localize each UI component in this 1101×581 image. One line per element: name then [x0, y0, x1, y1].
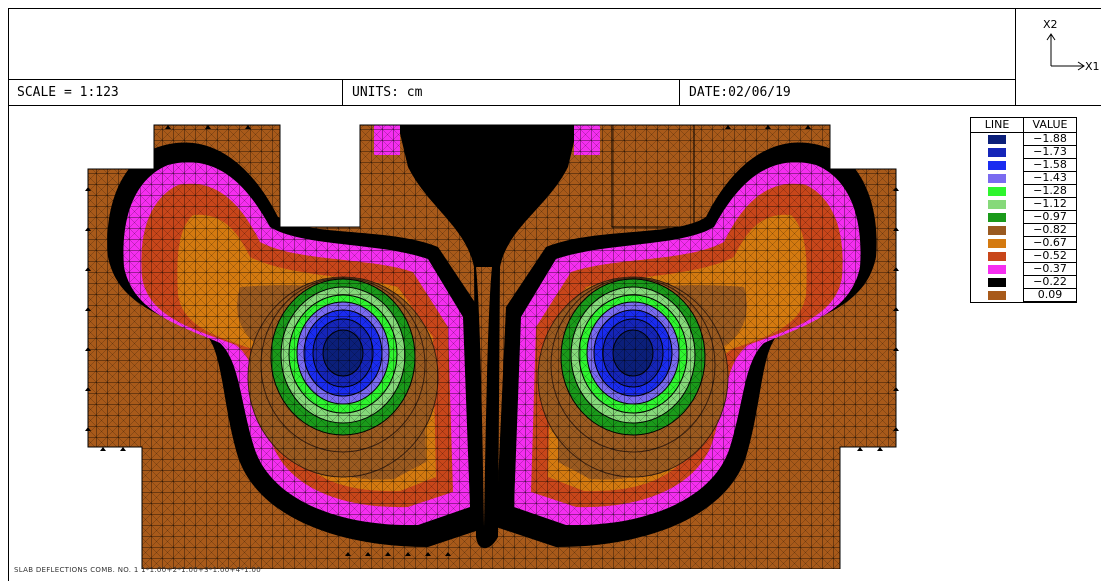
slab-deflection-contour-plot — [85, 124, 899, 569]
axis-indicator: X2 X1 — [1016, 8, 1101, 80]
legend-row: 0.09 — [971, 288, 1076, 302]
legend-swatch — [988, 251, 1006, 261]
legend-row: −0.67 — [971, 236, 1076, 250]
legend-value: −1.58 — [1023, 158, 1076, 172]
legend-swatch-cell — [971, 249, 1024, 263]
legend-swatch — [988, 147, 1006, 157]
legend-swatch-cell — [971, 236, 1024, 250]
axis-y-label: X2 — [1043, 18, 1058, 31]
legend-row: −1.88 — [971, 132, 1076, 146]
title-block — [8, 8, 1016, 80]
legend-row: −0.52 — [971, 249, 1076, 263]
legend-value: −0.97 — [1023, 210, 1076, 224]
slab-contours — [88, 125, 896, 569]
legend-row: −1.28 — [971, 184, 1076, 198]
legend-swatch — [988, 173, 1006, 183]
axis-arrows-icon — [1046, 33, 1085, 71]
footer-caption: SLAB DEFLECTIONS COMB. NO. 1 1*1.00+2*1.… — [14, 566, 261, 574]
legend-value: −0.37 — [1023, 262, 1076, 276]
legend-row: −0.82 — [971, 223, 1076, 237]
units-cell: UNITS: cm — [343, 80, 680, 106]
mesh-grid — [88, 125, 896, 569]
info-row: SCALE = 1:123 UNITS: cm DATE:02/06/19 — [8, 80, 1101, 106]
legend-row: −1.73 — [971, 145, 1076, 159]
date-cell: DATE:02/06/19 — [680, 80, 1016, 106]
legend-value: −0.67 — [1023, 236, 1076, 250]
legend-value: −1.73 — [1023, 145, 1076, 159]
legend-row: −0.97 — [971, 210, 1076, 224]
legend-value: −1.43 — [1023, 171, 1076, 185]
axis-x-label: X1 — [1085, 60, 1100, 73]
legend-row: −1.58 — [971, 158, 1076, 172]
legend-header-value: VALUE — [1023, 118, 1076, 133]
legend-value: −1.12 — [1023, 197, 1076, 211]
legend-swatch — [988, 186, 1006, 196]
legend-swatch-cell — [971, 132, 1024, 146]
legend-swatch — [988, 238, 1006, 248]
legend-value: −1.88 — [1023, 132, 1076, 146]
legend-value: 0.09 — [1023, 288, 1076, 302]
support-markers — [85, 125, 899, 556]
legend-swatch-cell — [971, 288, 1024, 302]
legend-value: −0.22 — [1023, 275, 1076, 289]
legend-swatch — [988, 199, 1006, 209]
legend-row: −0.22 — [971, 275, 1076, 289]
legend-swatch-cell — [971, 158, 1024, 172]
legend-swatch-cell — [971, 171, 1024, 185]
legend-value: −0.52 — [1023, 249, 1076, 263]
legend-swatch — [988, 290, 1006, 300]
legend-row: −1.43 — [971, 171, 1076, 185]
legend-row: −0.37 — [971, 262, 1076, 276]
legend-swatch — [988, 264, 1006, 274]
drawing-frame — [8, 8, 1101, 581]
legend-rows: −1.88 −1.73 −1.58 −1.43 −1.28 −1.12 −0.97 −0.82… — [971, 132, 1076, 302]
legend-swatch-cell — [971, 197, 1024, 211]
legend-row: −1.12 — [971, 197, 1076, 211]
legend-swatch-cell — [971, 184, 1024, 198]
slab-outline — [87, 124, 897, 569]
legend-swatch-cell — [971, 210, 1024, 224]
legend-header-line: LINE — [971, 118, 1024, 133]
scale-cell: SCALE = 1:123 — [8, 80, 343, 106]
contour-legend: LINE VALUE −1.88 −1.73 −1.58 −1.43 −1.28 −1.1… — [970, 117, 1077, 303]
legend-swatch — [988, 134, 1006, 144]
legend-swatch-cell — [971, 223, 1024, 237]
legend-swatch-cell — [971, 275, 1024, 289]
legend-value: −0.82 — [1023, 223, 1076, 237]
legend-swatch — [988, 160, 1006, 170]
legend-swatch — [988, 277, 1006, 287]
legend-swatch-cell — [971, 145, 1024, 159]
legend-swatch — [988, 212, 1006, 222]
legend-value: −1.28 — [1023, 184, 1076, 198]
empty-cell — [1016, 80, 1101, 106]
legend-swatch — [988, 225, 1006, 235]
legend-swatch-cell — [971, 262, 1024, 276]
